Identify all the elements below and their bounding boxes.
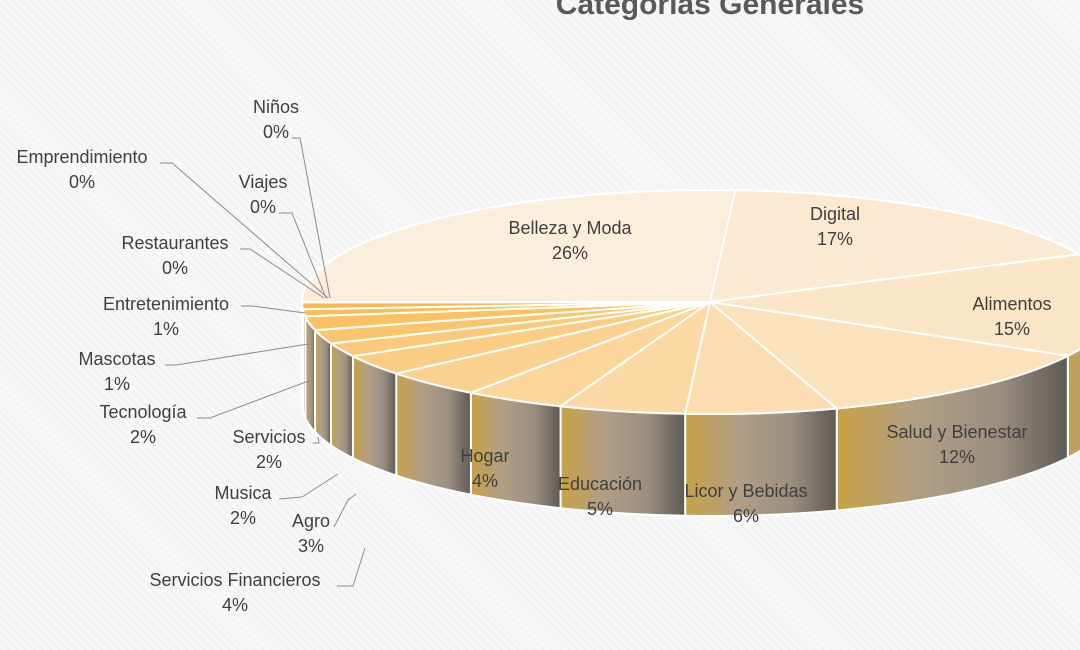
leader-mascotas bbox=[165, 343, 309, 366]
slice-percent: 2% bbox=[130, 427, 156, 447]
chart-title: Categorías Generales bbox=[556, 0, 864, 21]
slice-percent: 4% bbox=[472, 471, 498, 491]
slice-name: Educación bbox=[558, 474, 642, 494]
leader-viajes bbox=[279, 212, 327, 299]
slice-name: Agro bbox=[292, 511, 330, 531]
slice-name: Belleza y Moda bbox=[508, 218, 632, 238]
slice-name: Emprendimiento bbox=[16, 147, 147, 167]
slice-percent: 6% bbox=[733, 506, 759, 526]
slice-label-restaurantes: Restaurantes 0% bbox=[121, 233, 228, 278]
slice-percent: 1% bbox=[153, 319, 179, 339]
slice-name: Restaurantes bbox=[121, 233, 228, 253]
slice-side-servicios-financieros bbox=[395, 372, 472, 496]
slice-name: Servicios Financieros bbox=[149, 570, 320, 590]
slice-percent: 1% bbox=[104, 374, 130, 394]
slice-name: Viajes bbox=[239, 172, 288, 192]
slice-label-servicios-financieros: Servicios Financieros 4% bbox=[149, 570, 320, 615]
slice-percent: 0% bbox=[250, 197, 276, 217]
leader-restaurantes bbox=[240, 248, 325, 299]
slice-label-ninos: Niños 0% bbox=[253, 97, 299, 142]
slice-label-musica: Musica 2% bbox=[214, 483, 272, 528]
slice-percent: 2% bbox=[230, 508, 256, 528]
slice-percent: 15% bbox=[994, 319, 1030, 339]
slice-label-digital: Digital 17% bbox=[810, 204, 860, 249]
slice-label-alimentos: Alimentos 15% bbox=[972, 294, 1051, 339]
slice-labels: Belleza y Moda 26% Digital 17% Alimentos 15% S… bbox=[16, 97, 1051, 615]
slice-percent: 3% bbox=[298, 536, 324, 556]
slice-name: Mascotas bbox=[78, 349, 155, 369]
pie-sides bbox=[300, 301, 1080, 517]
slice-label-educacion: Educación 5% bbox=[558, 474, 642, 519]
leader-lines bbox=[160, 137, 366, 587]
slice-label-salud-y-bienestar: Salud y Bienestar 12% bbox=[886, 422, 1027, 467]
slice-percent: 26% bbox=[552, 243, 588, 263]
slice-name: Alimentos bbox=[972, 294, 1051, 314]
slice-licor-y-bebidas bbox=[684, 301, 838, 415]
slice-name: Musica bbox=[214, 483, 272, 503]
slice-name: Salud y Bienestar bbox=[886, 422, 1027, 442]
slice-percent: 0% bbox=[263, 122, 289, 142]
slice-side-educacion bbox=[559, 405, 687, 517]
slice-digital bbox=[709, 189, 1080, 303]
slice-name: Niños bbox=[253, 97, 299, 117]
slice-name: Hogar bbox=[460, 446, 509, 466]
slice-side-servicios bbox=[314, 327, 333, 448]
slice-label-belleza-y-moda: Belleza y Moda 26% bbox=[508, 218, 632, 263]
slice-alimentos bbox=[709, 253, 1080, 357]
slice-label-agro: Agro 3% bbox=[292, 511, 330, 556]
slice-label-licor-y-bebidas: Licor y Bebidas 6% bbox=[684, 481, 807, 526]
slice-label-servicios: Servicios 2% bbox=[232, 427, 305, 472]
slice-label-entretenimiento: Entretenimiento 1% bbox=[103, 294, 229, 339]
slice-percent: 12% bbox=[939, 447, 975, 467]
leader-musica bbox=[278, 473, 339, 500]
slice-name: Digital bbox=[810, 204, 860, 224]
leader-entretenimiento bbox=[241, 305, 306, 314]
slice-label-hogar: Hogar 4% bbox=[460, 446, 509, 491]
slice-percent: 5% bbox=[587, 499, 613, 519]
slice-label-viajes: Viajes 0% bbox=[239, 172, 288, 217]
leader-servicios-financieros bbox=[337, 547, 366, 587]
slice-label-tecnologia: Tecnología 2% bbox=[99, 402, 187, 447]
slice-percent: 2% bbox=[256, 452, 282, 472]
slice-name: Licor y Bebidas bbox=[684, 481, 807, 501]
slice-belleza-y-moda bbox=[301, 189, 737, 303]
slice-name: Tecnología bbox=[99, 402, 187, 422]
slice-percent: 17% bbox=[817, 229, 853, 249]
slice-percent: 4% bbox=[222, 595, 248, 615]
slice-label-emprendimiento: Emprendimiento 0% bbox=[16, 147, 147, 192]
leader-ninos bbox=[292, 137, 331, 299]
slice-side-tecnologia bbox=[304, 315, 317, 435]
leader-servicios bbox=[313, 436, 320, 444]
leader-emprendimiento bbox=[160, 162, 329, 299]
slice-label-mascotas: Mascotas 1% bbox=[78, 349, 155, 394]
slice-name: Entretenimiento bbox=[103, 294, 229, 314]
pie-slices bbox=[300, 189, 1080, 415]
leader-tecnologia bbox=[197, 379, 312, 419]
leader-agro bbox=[333, 493, 357, 528]
slice-salud-y-bienestar bbox=[709, 301, 1069, 410]
slice-percent: 0% bbox=[162, 258, 188, 278]
slice-percent: 0% bbox=[69, 172, 95, 192]
slice-side-musica bbox=[330, 341, 354, 460]
slice-name: Servicios bbox=[232, 427, 305, 447]
slice-side-agro bbox=[351, 354, 398, 477]
